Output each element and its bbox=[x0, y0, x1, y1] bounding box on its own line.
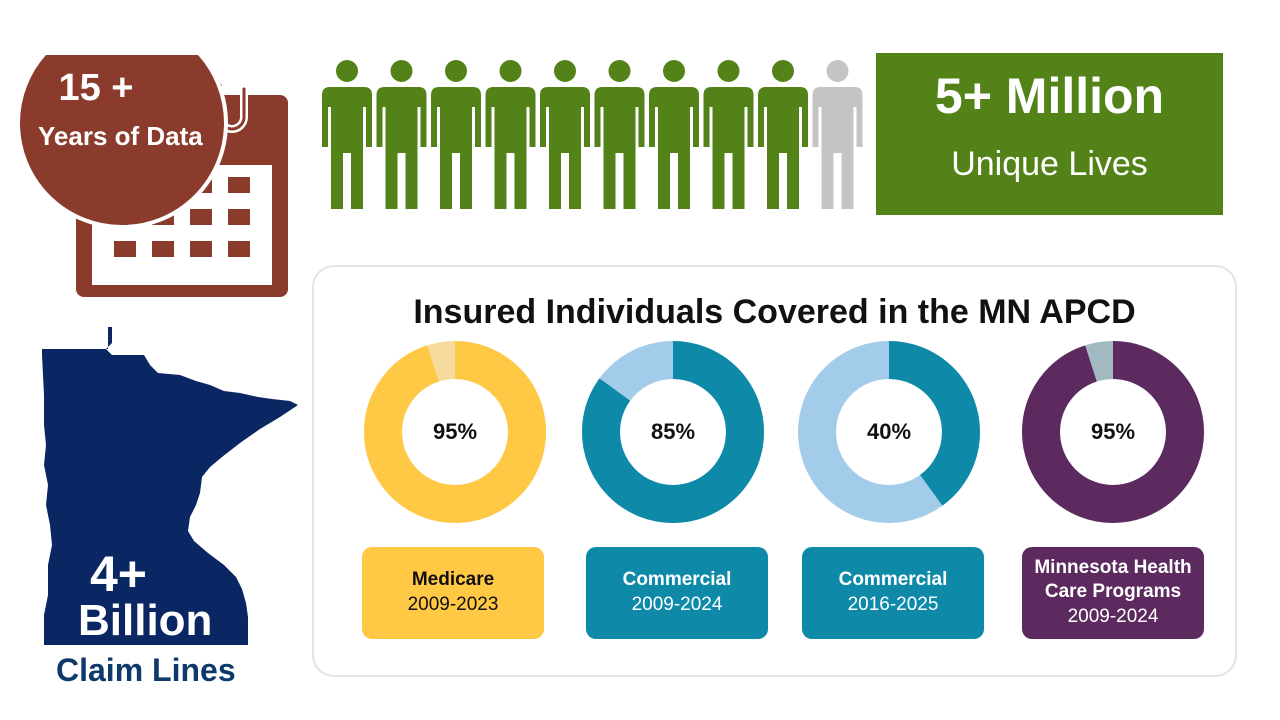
years-number: 15 + bbox=[58, 67, 134, 109]
person-icon bbox=[758, 60, 808, 209]
program-box-commercial-2009: Commercial 2009-2024 bbox=[586, 547, 768, 639]
person-icon bbox=[540, 60, 590, 209]
person-icon bbox=[594, 60, 645, 209]
person-icon bbox=[649, 60, 699, 209]
coverage-panel: Insured Individuals Covered in the MN AP… bbox=[312, 265, 1237, 677]
calendar-icon bbox=[16, 17, 288, 297]
minnesota-map-icon bbox=[42, 327, 298, 645]
program-box-mhcp: Minnesota Health Care Programs 2009-2024 bbox=[1022, 547, 1204, 639]
program-name: Medicare bbox=[411, 569, 495, 590]
program-box-medicare: Medicare 2009-2023 bbox=[362, 547, 544, 639]
donut-value-segment bbox=[364, 341, 546, 523]
person-icon bbox=[812, 60, 863, 209]
donut-percent-mhcp: 95% bbox=[1090, 419, 1136, 444]
donut-value-segment bbox=[798, 341, 980, 523]
program-box-commercial-2016: Commercial 2016-2025 bbox=[802, 547, 984, 639]
people-graphic bbox=[322, 60, 863, 209]
donut-chart-commercial-2016 bbox=[798, 341, 980, 523]
person-icon bbox=[485, 60, 536, 209]
donut-chart-medicare bbox=[364, 341, 546, 523]
person-icon bbox=[431, 60, 481, 209]
donut-chart-mhcp bbox=[1022, 341, 1204, 523]
minnesota-map bbox=[40, 325, 305, 645]
donut-medicare: 95% bbox=[362, 339, 548, 525]
program-years: 2009-2024 bbox=[1067, 606, 1159, 627]
calendar-graphic: 15 + Years of Data bbox=[16, 17, 298, 305]
coverage-title: Insured Individuals Covered in the MN AP… bbox=[413, 293, 1136, 331]
years-label: Years of Data bbox=[38, 121, 203, 151]
unique-lives-box: 5+ Million Unique Lives bbox=[876, 53, 1223, 215]
program-name-line-1: Minnesota Health bbox=[1034, 557, 1192, 578]
donut-percent-commercial-2016: 40% bbox=[866, 419, 912, 444]
donut-percent-medicare: 95% bbox=[432, 419, 478, 444]
donut-percent-commercial-2009: 85% bbox=[650, 419, 696, 444]
donut-mhcp: 95% bbox=[1020, 339, 1206, 525]
unique-lives-label: Unique Lives bbox=[951, 145, 1148, 183]
unique-lives-number: 5+ Million bbox=[934, 68, 1165, 124]
person-icon bbox=[376, 60, 427, 209]
donut-value-segment bbox=[582, 341, 764, 523]
donut-commercial-2016: 40% bbox=[796, 339, 982, 525]
donut-value-segment bbox=[1022, 341, 1204, 523]
claim-lines-label: Claim Lines bbox=[56, 652, 236, 688]
donut-chart-commercial-2009 bbox=[582, 341, 764, 523]
program-name: Commercial bbox=[622, 569, 732, 590]
program-name-line-2: Care Programs bbox=[1044, 581, 1182, 602]
claim-lines-number: 4+ bbox=[90, 546, 148, 602]
program-years: 2009-2023 bbox=[407, 594, 499, 615]
person-icon bbox=[322, 60, 372, 209]
donut-commercial-2009: 85% bbox=[580, 339, 766, 525]
person-icon bbox=[703, 60, 754, 209]
people-row bbox=[318, 55, 873, 215]
claim-lines-unit: Billion bbox=[78, 596, 213, 645]
program-years: 2009-2024 bbox=[631, 594, 723, 615]
program-name: Commercial bbox=[838, 569, 948, 590]
program-years: 2016-2025 bbox=[847, 594, 939, 615]
